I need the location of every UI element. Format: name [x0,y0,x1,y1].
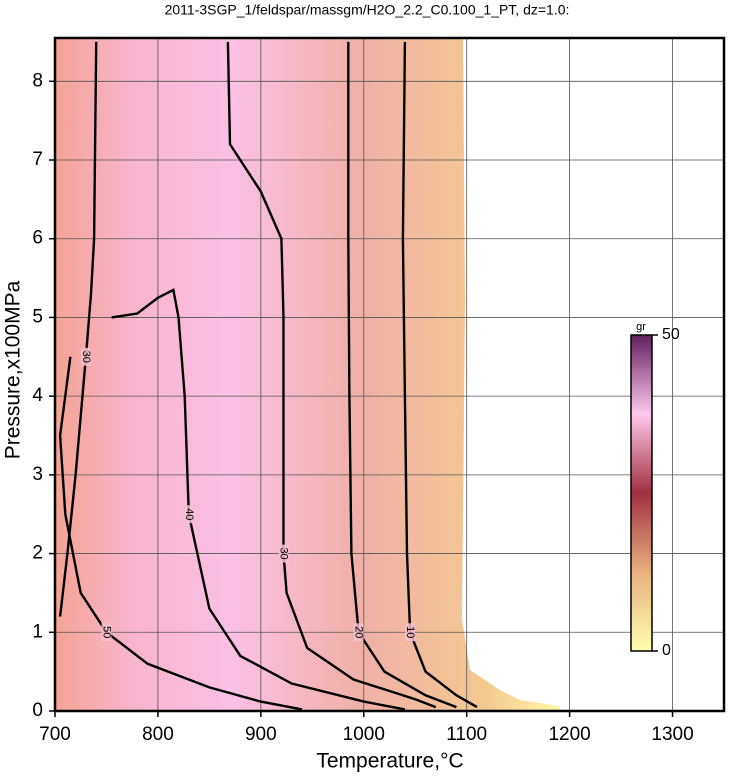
contour-label-bg [183,505,194,524]
contour-label: 40 [183,508,195,520]
y-tick-label: 4 [32,385,43,406]
y-tick-label: 7 [32,149,43,170]
filled-field [55,38,560,711]
x-tick-label: 1300 [651,724,693,745]
contour-label-bg [278,544,289,563]
contour-label: 10 [404,626,416,638]
plot-frame [53,36,726,713]
y-tick-label: 2 [32,543,43,564]
x-tick-label: 1000 [343,724,385,745]
y-tick-label: 1 [32,621,43,642]
contour-label: 30 [80,351,92,363]
x-tick-label: 800 [142,724,174,745]
contour-line [347,41,457,709]
contour-label: 30 [278,547,290,559]
contour-line [226,41,437,709]
contour-label-bg [80,347,91,366]
chart-title: 2011-3SGP_1/feldspar/massgm/H2O_2.2_C0.1… [165,2,570,18]
colorbar-tick-label: 50 [662,326,680,343]
y-tick-label: 8 [32,70,43,91]
contour-label-bg [353,623,364,642]
x-tick-label: 700 [39,724,71,745]
y-tick-label: 0 [32,700,43,721]
colorbar [630,334,653,652]
contour-line [111,288,406,711]
contour-label: 20 [353,626,365,638]
colorbar-tick-label: 0 [662,642,671,659]
x-tick-label: 1100 [446,724,487,745]
y-tick-label: 5 [32,306,43,327]
x-tick-label: 900 [245,724,277,745]
y-tick-label: 6 [32,228,43,249]
x-axis-label: Temperature,°C [316,750,463,773]
colorbar-label: gr [636,321,646,333]
y-tick-label: 3 [32,464,43,485]
contour-line [401,41,478,709]
contour-label-bg [405,623,416,642]
contour-label-bg [101,623,112,642]
x-tick-label: 1200 [548,724,590,745]
y-axis-label: Pressure,x100MPa [2,280,25,459]
contour-label: 50 [101,626,113,638]
